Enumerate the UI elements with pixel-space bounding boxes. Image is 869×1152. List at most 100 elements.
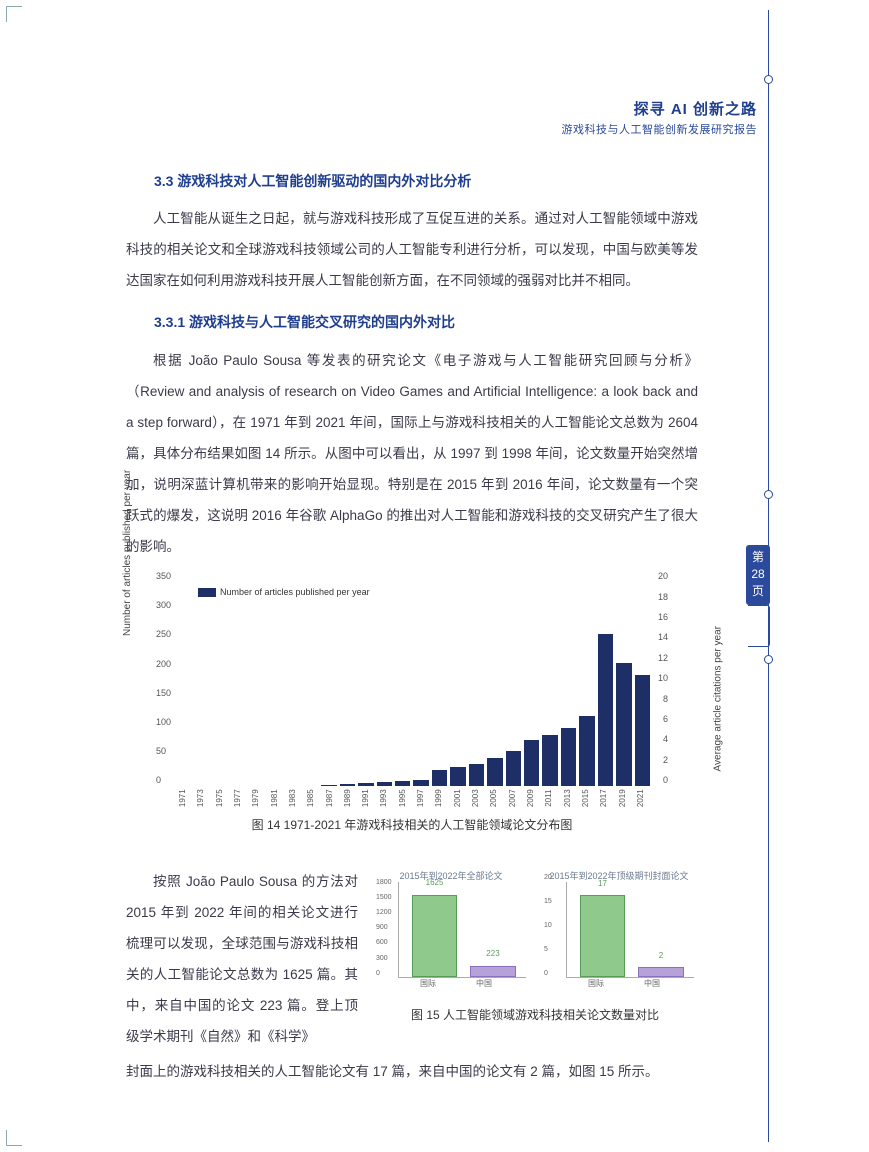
fig15-ytick: 20 [544,870,552,886]
fig15-xlabel: 中国 [644,975,660,993]
chart14-ytick-right: 12 [658,648,668,669]
paragraph-1: 人工智能从诞生之日起，就与游戏科技形成了互促互进的关系。通过对人工智能领域中游戏… [126,203,698,296]
chart14-xlabel: 1989 [339,789,357,807]
fig15-ytick: 15 [544,894,552,910]
paragraph-3a: 按照 João Paulo Sousa 的方法对 2015 年到 2022 年间… [126,866,358,1052]
fig15-left-plot: 1625223 [398,882,526,978]
chart14-xlabel: 1993 [375,789,393,807]
chart14-bar [432,770,447,786]
side-dot [764,75,773,84]
chart14-bar [413,780,428,786]
chart14-bar [487,758,502,786]
chart14-xlabel: 1995 [394,789,412,807]
page-tab-outline [748,605,770,647]
content-area: 3.3 游戏科技对人工智能创新驱动的国内外对比分析 人工智能从诞生之日起，就与游… [126,165,698,1087]
page-tab-num: 28 [746,566,770,583]
chart14-ylabel-left: Number of articles published per year [116,470,139,636]
chart14-bar [469,764,484,786]
chart14-xlabel: 2019 [613,789,631,807]
figure-15-container: 2015年到2022年全部论文 1625223 国际中国030060090012… [372,866,698,1052]
heading-3-3-1: 3.3.1 游戏科技与人工智能交叉研究的国内外对比 [126,306,698,338]
chart14-ytick-right: 14 [658,627,668,648]
chart14-bar [395,781,410,786]
paragraph-2: 根据 João Paulo Sousa 等发表的研究论文《电子游戏与人工智能研究… [126,345,698,562]
fig15-ytick: 1500 [376,890,392,906]
chart14-ytick-left: 350 [156,566,171,587]
figure-15-charts: 2015年到2022年全部论文 1625223 国际中国030060090012… [372,866,698,996]
chart14-ytick-right: 10 [658,668,668,689]
chart14-plot [174,582,650,786]
fig15-value-label: 17 [598,875,607,893]
chart14-ytick-left: 300 [156,595,171,616]
figure-15-right-chart: 2015年到2022年顶级期刊封面论文 172 国际中国05101520 [540,866,698,996]
chart14-xlabel: 1979 [247,789,265,807]
chart14-ytick-right: 16 [658,607,668,628]
chart14-xlabel: 1977 [229,789,247,807]
chart14-bar [598,634,613,786]
fig15-xlabel: 国际 [588,975,604,993]
chart14-ytick-left: 50 [156,741,166,762]
chart14-ytick-left: 100 [156,712,171,733]
chart14-xlabel: 2001 [449,789,467,807]
chart14-xlabel: 1971 [174,789,192,807]
chart14-ytick-right: 6 [663,709,668,730]
fig15-ytick: 600 [376,935,388,951]
fig15-ytick: 0 [376,966,380,982]
side-dot [764,490,773,499]
chart14-xlabel: 1987 [320,789,338,807]
fig15-xlabel: 国际 [420,975,436,993]
chart14-xlabel: 1973 [192,789,210,807]
chart14-ytick-left: 200 [156,654,171,675]
chart14-xlabel: 2021 [632,789,650,807]
fig15-ytick: 1800 [376,875,392,891]
page-tab-bot: 页 [746,583,770,600]
chart14-xlabel: 2017 [595,789,613,807]
crop-mark-bl [6,1130,22,1146]
chart14-ytick-right: 0 [663,770,668,791]
crop-mark-tl [6,6,22,22]
fig15-ytick: 900 [376,920,388,936]
header-title: 探寻 AI 创新之路 [562,98,758,119]
chart14-bar [579,716,594,786]
chart14-bar [340,784,355,786]
chart14-ytick-right: 8 [663,689,668,710]
chart14-bar [542,735,557,786]
chart14-xlabel: 2003 [467,789,485,807]
chart14-xlabel: 1999 [430,789,448,807]
chart14-ytick-left: 0 [156,770,161,791]
fig15-ytick: 5 [544,942,548,958]
chart14-xlabel: 2015 [577,789,595,807]
chart14-xlabel: 1981 [266,789,284,807]
fig15-ytick: 300 [376,951,388,967]
fig15-right-bar-1 [580,895,626,977]
chart14-xlabel: 1991 [357,789,375,807]
chart14-bar [506,751,521,786]
heading-3-3: 3.3 游戏科技对人工智能创新驱动的国内外对比分析 [126,165,698,197]
chart14-ytick-right: 4 [663,729,668,750]
fig15-value-label: 1625 [426,874,444,892]
chart14-xlabel: 2005 [485,789,503,807]
fig15-ytick: 10 [544,918,552,934]
row-fig15: 按照 João Paulo Sousa 的方法对 2015 年到 2022 年间… [126,866,698,1052]
chart14-xlabels: 1971197319751977197919811983198519871989… [174,789,650,807]
figure-15-caption: 图 15 人工智能领域游戏科技相关论文数量对比 [372,1002,698,1030]
chart14-bar [524,740,539,785]
chart14-xlabel: 2011 [540,789,558,807]
page: 探寻 AI 创新之路 游戏科技与人工智能创新发展研究报告 第 28 页 3.3 … [0,0,869,1152]
side-dot [764,655,773,664]
figure-14-bar-chart: Number of articles published per year 05… [126,576,698,816]
chart14-ytick-left: 150 [156,683,171,704]
chart14-bar [321,785,336,786]
figure-15-left-chart: 2015年到2022年全部论文 1625223 国际中国030060090012… [372,866,530,996]
header-subtitle: 游戏科技与人工智能创新发展研究报告 [562,121,758,137]
fig15-ytick: 0 [544,966,548,982]
chart14-bar [561,728,576,786]
chart14-xlabel: 1985 [302,789,320,807]
chart14-bars [174,582,650,786]
page-tab-top: 第 [746,549,770,566]
fig15-value-label: 2 [659,947,663,965]
chart14-ytick-right: 2 [663,750,668,771]
chart14-xlabel: 2013 [559,789,577,807]
fig15-value-label: 223 [486,945,499,963]
chart14-ytick-right: 18 [658,587,668,608]
